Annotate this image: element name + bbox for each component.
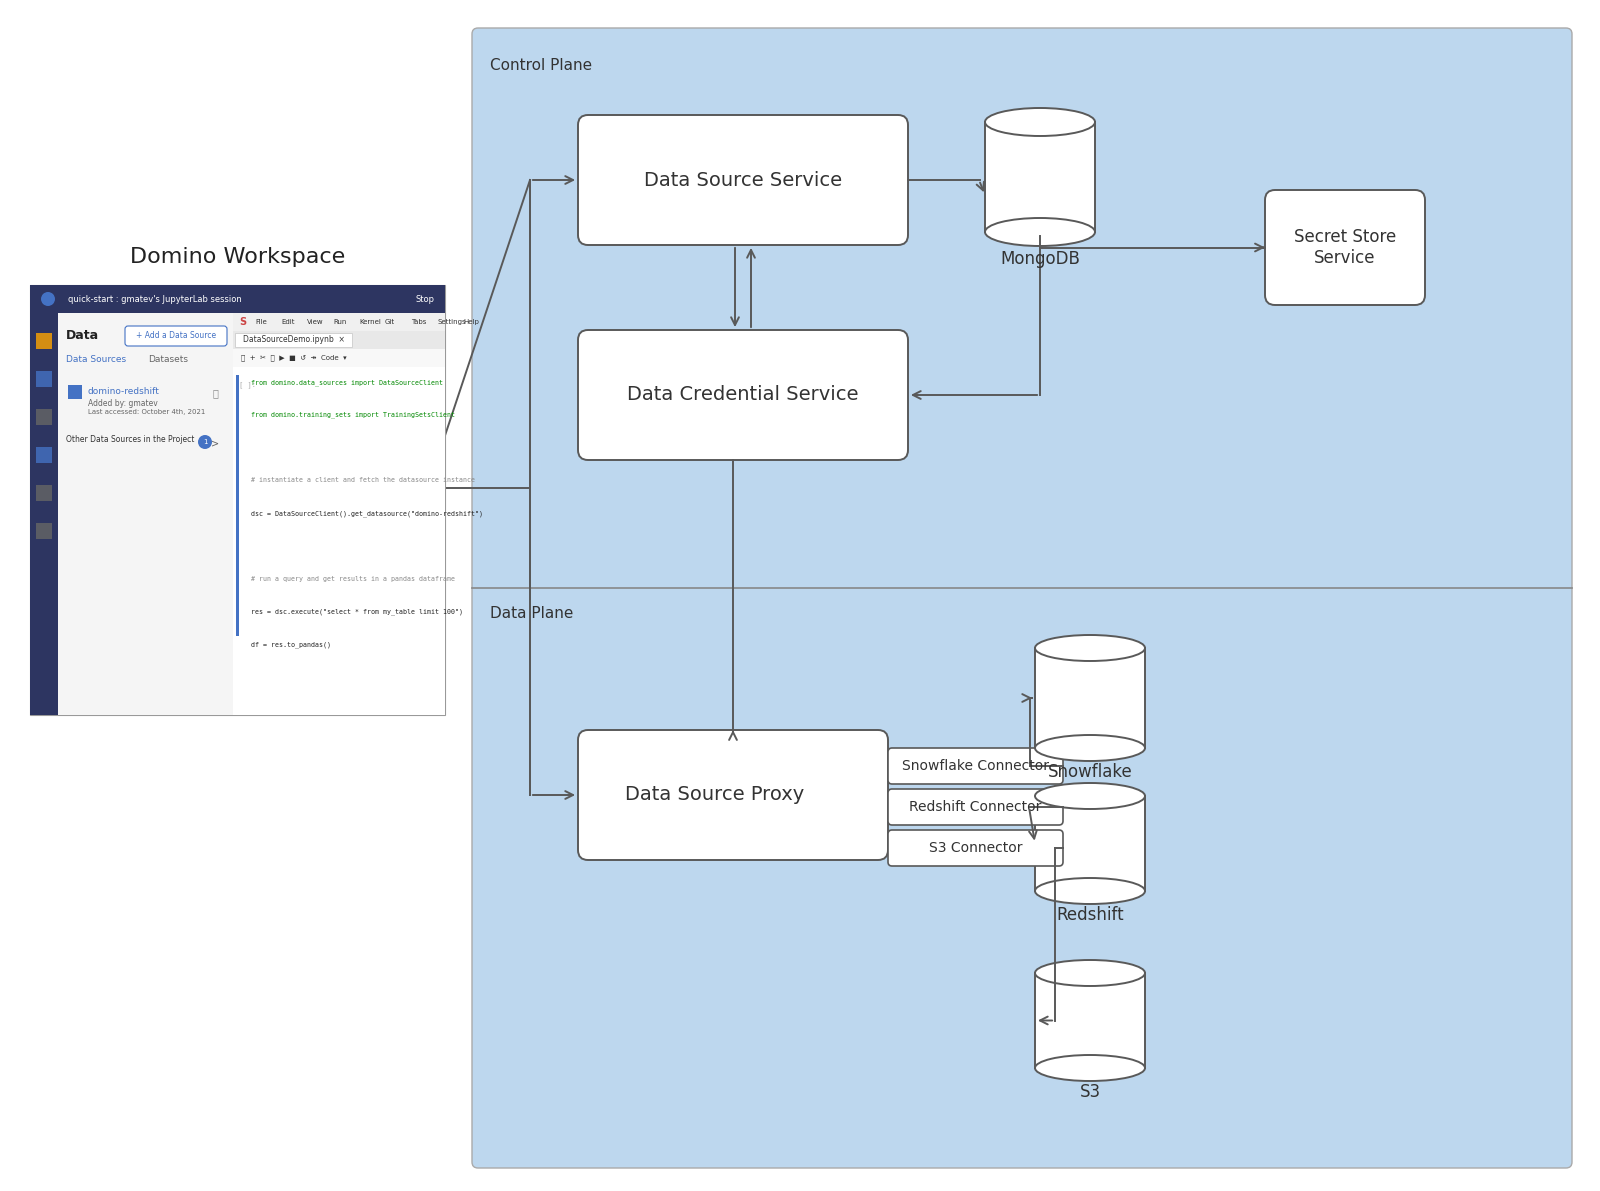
FancyBboxPatch shape [472, 29, 1571, 1168]
Bar [235, 333, 352, 347]
Text: S3 Connector: S3 Connector [928, 841, 1022, 855]
FancyBboxPatch shape [888, 830, 1062, 866]
FancyBboxPatch shape [888, 788, 1062, 825]
Text: Data Source Service: Data Source Service [643, 170, 842, 189]
FancyBboxPatch shape [888, 748, 1062, 784]
Text: Edit: Edit [282, 319, 294, 325]
FancyBboxPatch shape [578, 116, 909, 245]
Bar [30, 285, 445, 313]
Text: res = dsc.execute("select * from my_table limit 100"): res = dsc.execute("select * from my_tabl… [251, 609, 462, 616]
Text: MongoDB: MongoDB [1000, 250, 1080, 268]
Text: Added by: gmatev: Added by: gmatev [88, 399, 158, 409]
Bar [35, 447, 51, 463]
Text: S3: S3 [1080, 1083, 1101, 1100]
Bar [30, 313, 58, 715]
Ellipse shape [1035, 635, 1146, 661]
Bar [1035, 648, 1146, 748]
Text: Git: Git [386, 319, 395, 325]
FancyBboxPatch shape [578, 330, 909, 460]
Text: Stop: Stop [414, 294, 434, 304]
Text: quick-start : gmatev's JupyterLab session: quick-start : gmatev's JupyterLab sessio… [67, 294, 242, 304]
Bar [234, 331, 445, 349]
Bar [67, 385, 82, 399]
Ellipse shape [1035, 878, 1146, 904]
Text: from domino.training_sets import TrainingSetsClient: from domino.training_sets import Trainin… [251, 412, 454, 418]
Ellipse shape [986, 108, 1094, 136]
Text: ⧉: ⧉ [213, 388, 219, 398]
Ellipse shape [1035, 782, 1146, 809]
FancyBboxPatch shape [1266, 191, 1426, 305]
Ellipse shape [1035, 1055, 1146, 1081]
Text: Data Credential Service: Data Credential Service [627, 386, 859, 405]
Text: Last accessed: October 4th, 2021: Last accessed: October 4th, 2021 [88, 409, 205, 414]
Circle shape [198, 435, 211, 449]
Text: df = res.to_pandas(): df = res.to_pandas() [251, 642, 331, 648]
Text: Control Plane: Control Plane [490, 58, 592, 73]
Text: Other Data Sources in the Project: Other Data Sources in the Project [66, 435, 194, 444]
Text: Tabs: Tabs [411, 319, 426, 325]
Bar [234, 313, 445, 331]
Text: dsc = DataSourceClient().get_datasource("domino-redshift"): dsc = DataSourceClient().get_datasource(… [251, 510, 483, 517]
Text: Datasets: Datasets [147, 355, 189, 364]
Text: Help: Help [462, 319, 478, 325]
Bar [35, 485, 51, 501]
Text: Run: Run [333, 319, 346, 325]
Text: S: S [238, 317, 246, 328]
Bar [58, 313, 234, 715]
Text: [ ]:: [ ]: [238, 381, 256, 388]
FancyBboxPatch shape [125, 326, 227, 347]
Text: Snowflake Connector: Snowflake Connector [902, 759, 1050, 773]
Bar [35, 523, 51, 540]
Text: Settings: Settings [437, 319, 466, 325]
Text: 1: 1 [203, 439, 208, 445]
Bar [35, 372, 51, 387]
Circle shape [42, 292, 54, 306]
Text: DataSourceDemo.ipynb  ×: DataSourceDemo.ipynb × [243, 336, 346, 344]
Bar [237, 375, 238, 636]
Text: # run a query and get results in a pandas dataframe: # run a query and get results in a panda… [251, 575, 454, 581]
Bar [1035, 796, 1146, 891]
Ellipse shape [1035, 735, 1146, 761]
Text: + Add a Data Source: + Add a Data Source [136, 331, 216, 341]
Text: View: View [307, 319, 323, 325]
Text: >: > [211, 438, 219, 448]
Text: Data Sources: Data Sources [66, 355, 126, 364]
Text: Data Source Proxy: Data Source Proxy [624, 786, 805, 804]
Bar [30, 285, 445, 715]
Bar [234, 349, 445, 367]
Bar [234, 367, 445, 715]
Text: Redshift: Redshift [1056, 906, 1123, 924]
Text: Data Plane: Data Plane [490, 606, 573, 621]
Text: Secret Store
Service: Secret Store Service [1294, 229, 1397, 267]
FancyBboxPatch shape [578, 730, 888, 860]
Text: Domino Workspace: Domino Workspace [130, 247, 346, 267]
Text: Snowflake: Snowflake [1048, 763, 1133, 781]
Text: # instantiate a client and fetch the datasource instance: # instantiate a client and fetch the dat… [251, 478, 475, 484]
Text: Redshift Connector: Redshift Connector [909, 800, 1042, 813]
Text: from domino.data_sources import DataSourceClient: from domino.data_sources import DataSour… [251, 379, 443, 386]
Text: Kernel: Kernel [358, 319, 381, 325]
Bar [35, 333, 51, 349]
Bar [35, 409, 51, 425]
Text: File: File [254, 319, 267, 325]
Text: 💾  +  ✂  ⧉  ▶  ■  ↺  ↠  Code  ▾: 💾 + ✂ ⧉ ▶ ■ ↺ ↠ Code ▾ [242, 355, 347, 361]
Ellipse shape [1035, 960, 1146, 986]
Bar [1035, 973, 1146, 1068]
Text: Data: Data [66, 329, 99, 342]
Bar [986, 121, 1094, 232]
Ellipse shape [986, 218, 1094, 247]
Text: domino-redshift: domino-redshift [88, 387, 160, 395]
